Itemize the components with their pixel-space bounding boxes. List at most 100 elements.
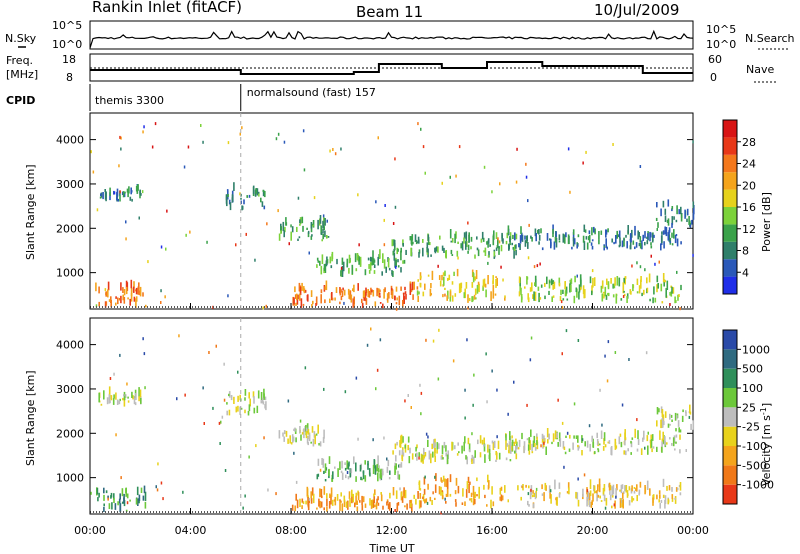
power-cell <box>420 127 422 131</box>
power-cell <box>667 199 670 207</box>
power-cell <box>497 237 499 241</box>
power-cell <box>477 281 480 285</box>
velocity-cell <box>317 424 319 434</box>
power-cell <box>652 297 654 304</box>
velocity-cell <box>404 399 406 403</box>
power-cell <box>377 136 379 140</box>
velocity-cell <box>328 468 330 476</box>
velocity-cell <box>592 493 594 502</box>
power-cell <box>450 249 453 255</box>
velocity-cell <box>644 446 646 450</box>
power-cell <box>618 230 621 239</box>
velocity-cell <box>442 495 444 500</box>
power-cell <box>316 264 318 268</box>
power-cell <box>92 170 95 174</box>
velocity-cell <box>598 484 601 493</box>
velocity-cell <box>292 436 295 442</box>
velocity-cell <box>132 395 134 400</box>
velocity-cell <box>410 499 413 504</box>
velocity-colorbar-tick-label: 25 <box>742 401 756 414</box>
velocity-cell <box>661 441 663 447</box>
power-cell <box>394 157 396 161</box>
power-cell <box>537 286 540 291</box>
power-cell <box>562 289 564 294</box>
velocity-cell <box>511 439 514 444</box>
power-cell <box>552 280 555 284</box>
velocity-cell <box>573 402 576 406</box>
velocity-cell <box>394 470 397 474</box>
power-cell <box>669 292 671 296</box>
power-cell <box>301 282 303 291</box>
velocity-cell <box>531 494 534 498</box>
power-colorbar-swatch <box>723 259 737 277</box>
velocity-cell <box>312 438 315 447</box>
velocity-cell <box>404 444 406 449</box>
velocity-cell <box>350 468 353 474</box>
velocity-cell <box>411 503 413 513</box>
power-cell <box>519 283 521 292</box>
velocity-cell <box>322 458 325 468</box>
power-cell <box>262 189 265 192</box>
power-cell <box>185 233 187 237</box>
power-cell <box>395 302 398 305</box>
power-cell <box>160 245 163 249</box>
power-cell <box>449 175 451 179</box>
power-cell <box>419 282 422 288</box>
velocity-cell <box>449 493 452 497</box>
velocity-cell <box>658 490 661 495</box>
power-cell <box>564 234 566 244</box>
power-cell <box>143 125 145 129</box>
power-cell <box>104 288 107 292</box>
velocity-cell <box>283 436 285 442</box>
power-cell <box>465 241 467 250</box>
velocity-cell <box>394 509 396 512</box>
power-cell <box>648 273 651 283</box>
velocity-cell <box>473 494 475 504</box>
velocity-cell <box>326 506 328 512</box>
power-cell <box>467 221 469 225</box>
velocity-cell <box>597 484 599 492</box>
power-cell <box>384 287 386 293</box>
power-cell <box>446 295 448 301</box>
velocity-cell <box>110 492 113 498</box>
power-cell <box>119 135 121 139</box>
velocity-cell <box>541 433 544 439</box>
power-cell <box>575 287 578 293</box>
power-cell <box>678 294 680 297</box>
velocity-cell <box>407 394 409 397</box>
velocity-cell <box>129 499 131 502</box>
power-cell <box>507 225 510 235</box>
power-cell <box>375 200 377 204</box>
power-cell <box>535 233 537 242</box>
power-cell <box>228 199 231 205</box>
velocity-cell <box>257 390 260 399</box>
velocity-cell <box>508 444 510 454</box>
power-cell <box>573 238 576 245</box>
power-cell <box>656 202 658 208</box>
power-cell <box>613 283 616 289</box>
power-cell <box>426 247 428 253</box>
power-cell <box>373 264 376 268</box>
power-cell <box>402 260 404 264</box>
velocity-cell <box>389 470 391 475</box>
power-cell <box>567 147 570 151</box>
velocity-cell <box>283 430 286 435</box>
velocity-cell <box>138 494 141 502</box>
velocity-cell <box>518 439 521 447</box>
power-cell <box>578 291 580 300</box>
power-cell <box>120 147 122 151</box>
power-cell <box>516 147 518 151</box>
velocity-cell <box>670 414 673 418</box>
velocity-cell <box>467 437 470 445</box>
power-cell <box>413 281 415 290</box>
power-cell <box>600 285 603 293</box>
power-cell <box>278 233 281 241</box>
velocity-cell <box>226 410 228 416</box>
velocity-cell <box>666 485 668 491</box>
velocity-cell <box>402 436 404 443</box>
power-cell <box>570 278 573 284</box>
velocity-cell <box>438 443 440 449</box>
power-cell <box>402 239 404 246</box>
power-cell <box>555 231 557 237</box>
velocity-cell <box>541 484 543 490</box>
